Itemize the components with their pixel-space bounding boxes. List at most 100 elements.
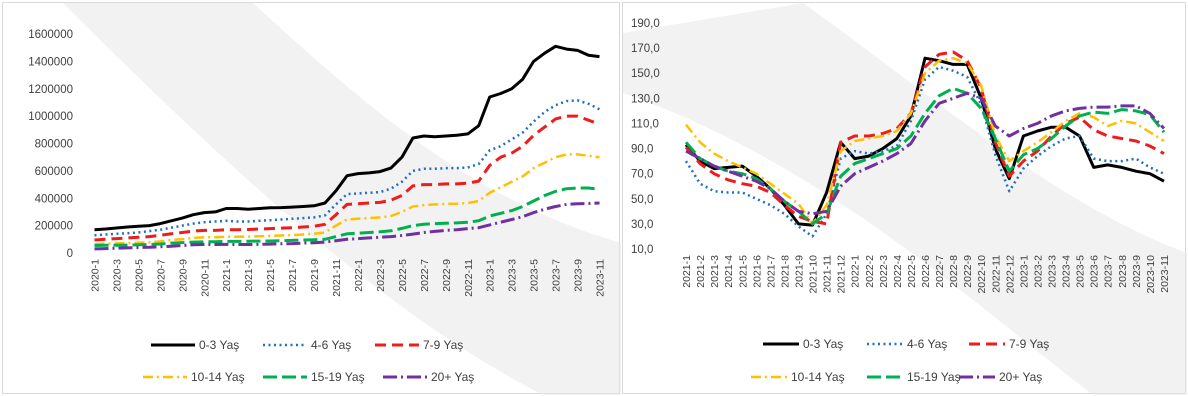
x-tick-label: 2021-2: [695, 255, 707, 288]
series-line-0-3: [684, 56, 1165, 227]
y-tick-label: 50,0: [631, 194, 653, 206]
y-tick-label: 130,0: [631, 93, 660, 105]
x-tick-label: 2021-10: [808, 255, 820, 294]
x-tick-label: 2022-10: [976, 255, 988, 294]
legend-label: 4-6 Yaş: [907, 337, 947, 351]
legend-label: 0-3 Yaş: [199, 338, 239, 352]
y-tick-label: 0: [67, 248, 73, 260]
x-tick-label: 2022-8: [948, 255, 960, 288]
x-tick-label: 2021-11: [331, 259, 343, 297]
x-tick-label: 2023-6: [1089, 255, 1101, 288]
series-line-0-3: [94, 44, 600, 232]
x-tick-label: 2021-5: [737, 255, 749, 288]
series-line-15-19: [684, 86, 1166, 226]
x-tick-label: 2023-9: [573, 259, 585, 292]
series-line-7-9: [94, 114, 601, 242]
x-tick-label: 2022-5: [397, 259, 409, 292]
x-tick-label: 2023-8: [1117, 255, 1129, 288]
x-tick-label: 2020-7: [155, 259, 167, 292]
legend-label: 20+ Yaş: [431, 370, 474, 384]
x-tick-label: 2022-11: [463, 259, 475, 297]
series-line-20+: [94, 201, 600, 251]
x-tick-label: 2020-1: [89, 259, 101, 292]
x-tick-label: 2020-9: [177, 259, 189, 292]
y-tick-label: 400000: [35, 193, 73, 205]
x-tick-label: 2022-1: [850, 255, 862, 288]
y-tick-label: 1000000: [28, 111, 73, 123]
legend-label: 15-19 Yaş: [311, 370, 365, 384]
x-tick-label: 2023-11: [1159, 255, 1171, 293]
y-tick-label: 600000: [35, 166, 73, 178]
background-band: [63, 3, 621, 395]
x-tick-label: 2020-11: [199, 259, 211, 297]
y-tick-label: 90,0: [631, 144, 653, 156]
legend-label: 10-14 Yaş: [791, 370, 845, 384]
x-tick-label: 2021-9: [309, 259, 321, 292]
series-line-15-19: [94, 186, 600, 247]
x-tick-label: 2023-5: [1075, 255, 1087, 288]
legend-label: 15-19 Yaş: [907, 370, 961, 384]
x-tick-label: 2020-5: [133, 259, 145, 292]
x-tick-label: 2021-6: [751, 255, 763, 288]
x-tick-label: 2021-9: [793, 255, 805, 288]
x-tick-label: 2022-7: [934, 255, 946, 288]
y-tick-label: 170,0: [631, 43, 660, 55]
x-tick-label: 2023-3: [507, 259, 519, 292]
legend-label: 0-3 Yaş: [803, 337, 843, 351]
legend-label: 7-9 Yaş: [1009, 337, 1049, 351]
x-tick-label: 2021-7: [765, 255, 777, 288]
x-tick-label: 2023-9: [1131, 255, 1143, 288]
y-tick-label: 150,0: [631, 68, 660, 80]
x-tick-label: 2021-8: [779, 255, 791, 288]
x-tick-label: 2022-4: [892, 255, 904, 288]
x-tick-label: 2020-3: [111, 259, 123, 292]
x-tick-label: 2023-4: [1061, 255, 1073, 288]
x-tick-label: 2022-2: [864, 255, 876, 288]
y-tick-label: 190,0: [631, 18, 660, 30]
x-tick-label: 2022-9: [441, 259, 453, 292]
series-line-10-14: [94, 153, 600, 246]
legend-label: 7-9 Yaş: [423, 338, 463, 352]
y-tick-label: 800000: [35, 139, 73, 151]
x-tick-label: 2021-1: [221, 259, 233, 292]
x-tick-label: 2021-3: [709, 255, 721, 288]
chart-counts-svg: 0 200000 400000 600000 800000 1000000 1200000 1…: [28, 3, 621, 395]
x-tick-label: 2023-7: [1103, 255, 1115, 288]
x-tick-label: 2022-3: [878, 255, 890, 288]
x-tick-label: 2022-5: [906, 255, 918, 288]
series-line-4-6: [684, 65, 1165, 238]
x-tick-label: 2023-11: [595, 259, 607, 297]
x-tick-label: 2022-6: [920, 255, 932, 288]
x-tick-label: 2022-12: [1004, 255, 1016, 294]
y-tick-label: 10,0: [631, 244, 653, 256]
x-tick-label: 2023-10: [1145, 255, 1157, 294]
x-tick-label: 2022-9: [962, 255, 974, 288]
chart-index-svg: 10,0 30,0 50,0 70,0 90,0 110,0 130,0 150,0 170,0…: [623, 3, 1187, 395]
chart-panel-counts: 0 200000 400000 600000 800000 1000000 1200000 1…: [2, 2, 621, 395]
y-tick-label: 1600000: [28, 29, 73, 41]
background-band: [623, 3, 1187, 395]
x-tick-label: 2023-7: [551, 259, 563, 292]
x-tick-label: 2022-1: [353, 259, 365, 292]
x-tick-label: 2023-1: [485, 259, 497, 292]
series-line-7-9: [684, 50, 1165, 226]
x-tick-label: 2022-7: [419, 259, 431, 292]
x-tick-label: 2021-3: [243, 259, 255, 292]
series-line-20+: [685, 91, 1166, 216]
x-tick-label: 2021-5: [265, 259, 277, 292]
chart-panel-index: 10,0 30,0 50,0 70,0 90,0 110,0 130,0 150,0 170,0…: [622, 2, 1187, 395]
legend-label: 4-6 Yaş: [311, 338, 351, 352]
y-tick-label: 1400000: [28, 56, 73, 68]
x-tick-label: 2022-3: [375, 259, 387, 292]
y-tick-label: 1200000: [28, 84, 73, 96]
x-tick-label: 2023-3: [1047, 255, 1059, 288]
x-tick-label: 2023-2: [1032, 255, 1044, 288]
x-tick-label: 2021-1: [681, 255, 693, 288]
x-tick-label: 2021-11: [822, 255, 834, 293]
x-tick-label: 2021-4: [723, 255, 735, 288]
y-tick-label: 30,0: [631, 219, 653, 231]
y-tick-label: 200000: [35, 221, 73, 233]
x-tick-label: 2023-5: [529, 259, 541, 292]
x-tick-label: 2021-12: [836, 255, 848, 294]
